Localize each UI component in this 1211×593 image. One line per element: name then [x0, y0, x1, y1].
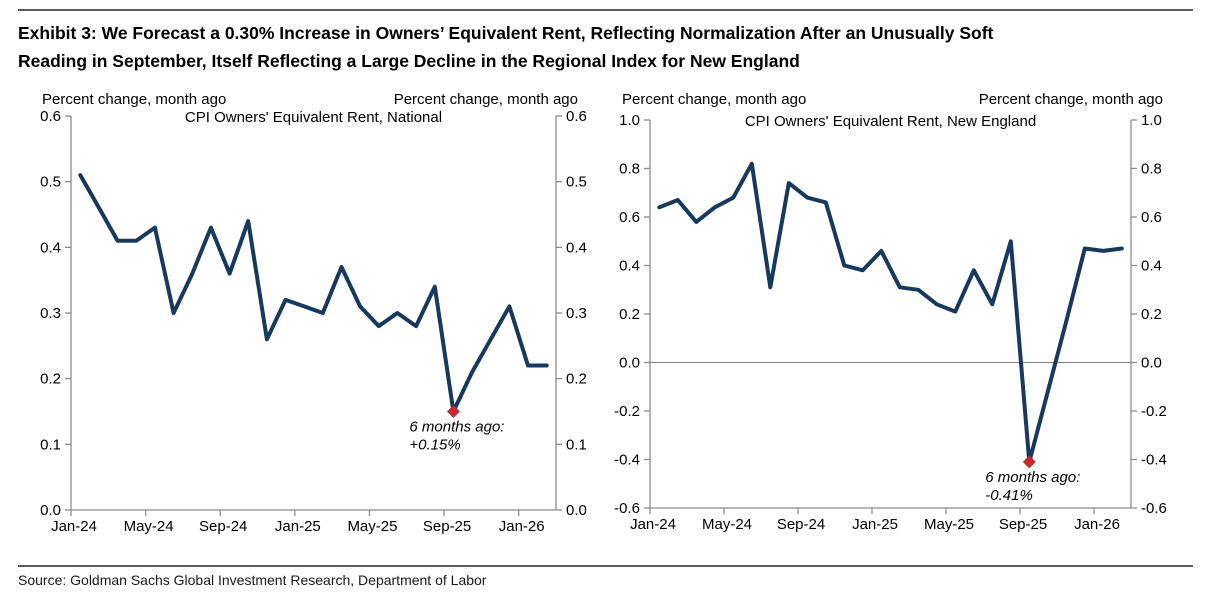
- y-tick-label: -0.6: [1141, 500, 1167, 517]
- y-tick-label: 0.2: [40, 371, 61, 388]
- highlight-diamond-marker: [1022, 455, 1036, 469]
- x-tick-label: Jan-26: [499, 518, 545, 535]
- y-tick-label: 0.4: [40, 239, 61, 256]
- y-tick-label: 0.6: [566, 108, 587, 125]
- x-tick-label: May-25: [347, 518, 397, 535]
- y-tick-label: 0.5: [40, 174, 61, 191]
- bottom-rule: [18, 565, 1193, 567]
- y-tick-label: 0.1: [40, 436, 61, 453]
- x-tick-label: Jan-26: [1074, 516, 1120, 533]
- axis-units-right: Percent change, month ago: [394, 91, 578, 108]
- x-tick-label: May-25: [924, 516, 974, 533]
- x-tick-label: Sep-24: [199, 518, 247, 535]
- x-tick-label: Jan-25: [275, 518, 321, 535]
- y-tick-label: -0.6: [614, 500, 640, 517]
- x-tick-label: Jan-24: [630, 516, 676, 533]
- y-tick-label: 0.0: [40, 502, 61, 519]
- chart-title: CPI Owners' Equivalent Rent, New England: [745, 113, 1036, 130]
- y-tick-label: -0.4: [614, 452, 640, 469]
- annotation-line1: 6 months ago:: [985, 469, 1080, 486]
- top-rule: [18, 9, 1193, 11]
- y-tick-label: 0.4: [566, 239, 587, 256]
- y-tick-label: 0.3: [40, 305, 61, 322]
- x-tick-label: Jan-24: [51, 518, 97, 535]
- highlight-diamond-marker: [446, 405, 460, 418]
- national-chart: Percent change, month ago Percent change,…: [20, 85, 600, 560]
- y-tick-label: 0.5: [566, 174, 587, 191]
- axis-units-left: Percent change, month ago: [622, 91, 806, 108]
- y-tick-label: 0.6: [619, 209, 640, 226]
- y-tick-label: 1.0: [619, 112, 640, 129]
- y-tick-label: 1.0: [1141, 112, 1162, 129]
- y-tick-label: -0.2: [614, 403, 640, 420]
- y-tick-label: 0.6: [40, 108, 61, 125]
- exhibit-title-line1: Exhibit 3: We Forecast a 0.30% Increase …: [18, 23, 994, 43]
- y-tick-label: 0.1: [566, 436, 587, 453]
- y-tick-label: 0.3: [566, 305, 587, 322]
- y-tick-label: 0.0: [619, 355, 640, 372]
- y-tick-label: 0.0: [566, 502, 587, 519]
- y-tick-label: -0.4: [1141, 452, 1167, 469]
- annotation-line2: +0.15%: [409, 437, 460, 454]
- series-line: [78, 173, 549, 414]
- x-tick-label: Sep-25: [423, 518, 471, 535]
- national-chart-svg: Percent change, month ago Percent change,…: [40, 91, 587, 535]
- new-england-chart-svg: Percent change, month ago Percent change,…: [614, 91, 1167, 533]
- y-tick-label: 0.2: [566, 371, 587, 388]
- axis-units-left: Percent change, month ago: [42, 91, 226, 108]
- y-tick-label: 0.8: [619, 161, 640, 178]
- exhibit-title-line2: Reading in September, Itself Reflecting …: [18, 51, 800, 71]
- y-tick-label: 0.8: [1141, 161, 1162, 178]
- new-england-chart: Percent change, month ago Percent change,…: [600, 85, 1205, 560]
- x-tick-label: Sep-24: [777, 516, 825, 533]
- chart-title: CPI Owners' Equivalent Rent, National: [185, 109, 442, 126]
- source-note: Source: Goldman Sachs Global Investment …: [18, 572, 487, 588]
- x-tick-label: Jan-25: [852, 516, 898, 533]
- annotation-line2: -0.41%: [985, 487, 1033, 504]
- series-line: [657, 161, 1124, 464]
- x-tick-label: May-24: [124, 518, 174, 535]
- y-tick-label: 0.6: [1141, 209, 1162, 226]
- axis-units-right: Percent change, month ago: [979, 91, 1163, 108]
- x-tick-label: May-24: [702, 516, 752, 533]
- y-tick-label: 0.2: [1141, 306, 1162, 323]
- x-tick-label: Sep-25: [999, 516, 1047, 533]
- y-tick-label: 0.0: [1141, 355, 1162, 372]
- annotation-line1: 6 months ago:: [409, 419, 504, 436]
- y-tick-label: 0.4: [1141, 258, 1162, 275]
- exhibit-title: Exhibit 3: We Forecast a 0.30% Increase …: [18, 19, 1198, 75]
- y-tick-label: 0.2: [619, 306, 640, 323]
- y-tick-label: -0.2: [1141, 403, 1167, 420]
- y-tick-label: 0.4: [619, 258, 640, 275]
